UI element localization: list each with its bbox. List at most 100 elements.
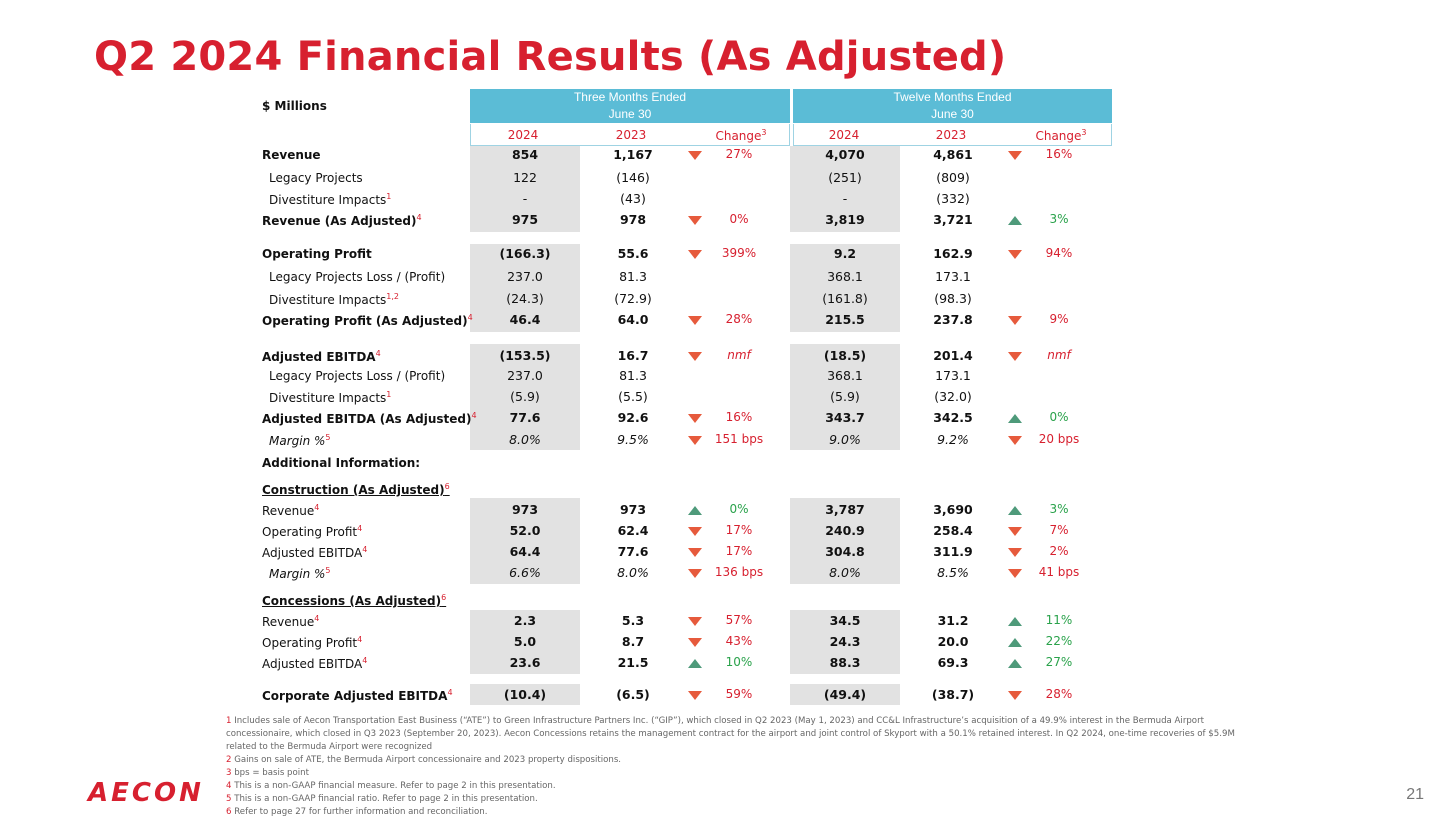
cell-t23: 162.9: [933, 246, 973, 261]
cell-q24: 854: [511, 147, 539, 162]
cell-t23: (332): [936, 191, 970, 206]
cell-q23: 21.5: [617, 655, 649, 670]
column-shade: [470, 498, 580, 584]
row-label: Operating Profit (As Adjusted)4: [262, 313, 473, 328]
cell-q24: (10.4): [503, 687, 547, 702]
row-label-text: Adjusted EBITDA: [262, 350, 376, 364]
row-label-sup: 4: [314, 503, 320, 512]
row-label-text: Operating Profit: [262, 247, 372, 261]
change-t: 2%: [1049, 544, 1069, 558]
column-shade: [790, 244, 900, 332]
cell-q24: -: [522, 191, 528, 206]
cell-q24: (166.3): [499, 246, 551, 261]
row-label-sup: 6: [441, 593, 447, 602]
change-q: 28%: [725, 312, 753, 326]
cell-q24: 77.6: [509, 410, 541, 425]
down-arrow-icon: [688, 617, 702, 626]
cell-q23: (43): [620, 191, 646, 206]
change-q: 399%: [721, 246, 757, 260]
up-arrow-icon: [1008, 506, 1022, 515]
change-q: 136 bps: [714, 565, 764, 579]
row-label-text: Operating Profit (As Adjusted): [262, 314, 468, 328]
cell-t23: 237.8: [933, 312, 973, 327]
row-label-sup: 1,2: [386, 292, 400, 301]
footnote-5-num: 5: [226, 794, 232, 804]
change-t: 28%: [1045, 687, 1073, 701]
row-label-text: Divestiture Impacts: [269, 193, 387, 207]
row-label: Legacy Projects Loss / (Profit): [269, 369, 445, 383]
up-arrow-icon: [1008, 638, 1022, 647]
change-t: 0%: [1049, 410, 1069, 424]
cell-t24: 24.3: [829, 634, 861, 649]
down-arrow-icon: [1008, 436, 1022, 445]
down-arrow-icon: [1008, 548, 1022, 557]
cell-q23: 978: [619, 212, 647, 227]
t-change-sup: 3: [1081, 128, 1087, 137]
change-t: 94%: [1045, 246, 1073, 260]
down-arrow-icon: [688, 569, 702, 578]
cell-q23: 9.5%: [617, 432, 649, 447]
row-label: Operating Profit4: [262, 524, 362, 539]
cell-t24: (5.9): [830, 389, 860, 404]
cell-q23: (146): [616, 170, 650, 185]
cell-t24: (18.5): [823, 348, 867, 363]
down-arrow-icon: [1008, 250, 1022, 259]
column-shade: [790, 344, 900, 450]
change-t: 11%: [1045, 613, 1073, 627]
cell-q23: 92.6: [617, 410, 649, 425]
row-label-text: Revenue: [262, 615, 315, 629]
cell-t24: (49.4): [823, 687, 867, 702]
aecon-logo: AECON: [88, 778, 204, 808]
cell-q24: 52.0: [509, 523, 541, 538]
change-q: 43%: [725, 634, 753, 648]
column-shade: [470, 684, 580, 705]
change-q: 17%: [725, 523, 753, 537]
column-shade: [790, 498, 900, 584]
row-label: Divestiture Impacts1: [269, 192, 391, 207]
change-q: nmf: [727, 348, 751, 362]
cell-q23: (5.5): [618, 389, 648, 404]
t-change-text: Change: [1035, 129, 1082, 143]
cell-t23: 342.5: [933, 410, 973, 425]
down-arrow-icon: [688, 316, 702, 325]
row-label: Revenue (As Adjusted)4: [262, 213, 422, 228]
row-label: Margin %5: [269, 433, 331, 448]
change-q: 17%: [725, 544, 753, 558]
cell-t23: 258.4: [933, 523, 973, 538]
row-label: Legacy Projects Loss / (Profit): [269, 270, 445, 284]
three-months-line1: Three Months Ended: [573, 90, 687, 104]
cell-t23: 8.5%: [937, 565, 969, 580]
change-q: 57%: [725, 613, 753, 627]
row-label-sup: 4: [357, 635, 363, 644]
row-label-text: Legacy Projects Loss / (Profit): [269, 270, 446, 284]
twelve-months-years-row: [793, 124, 1112, 146]
cell-q23: (72.9): [614, 291, 652, 306]
t-2023-header: 2023: [935, 128, 967, 142]
down-arrow-icon: [688, 527, 702, 536]
cell-t23: 173.1: [935, 368, 971, 383]
row-label-sup: 4: [314, 614, 320, 623]
q-change-text: Change: [715, 129, 762, 143]
footnote-1-text: Includes sale of Aecon Transportation Ea…: [226, 716, 1235, 752]
row-label-sup: 5: [325, 433, 331, 442]
change-t: 3%: [1049, 212, 1069, 226]
cell-q24: 5.0: [513, 634, 537, 649]
cell-t24: 215.5: [825, 312, 865, 327]
footnote-1-num: 1: [226, 716, 232, 726]
three-months-header: Three Months Ended June 30: [470, 89, 790, 123]
page-title: Q2 2024 Financial Results (As Adjusted): [94, 34, 1007, 80]
cell-t23: 4,861: [933, 147, 973, 162]
cell-q23: 62.4: [617, 523, 649, 538]
change-t: 3%: [1049, 502, 1069, 516]
cell-t23: (809): [936, 170, 970, 185]
row-label-text: Revenue (As Adjusted): [262, 214, 417, 228]
cell-q24: 8.0%: [509, 432, 541, 447]
down-arrow-icon: [1008, 151, 1022, 160]
page-number: 21: [1406, 786, 1424, 803]
cell-t24: 4,070: [825, 147, 865, 162]
down-arrow-icon: [688, 352, 702, 361]
cell-t23: 69.3: [937, 655, 969, 670]
cell-q23: 81.3: [619, 368, 647, 383]
row-label: Construction (As Adjusted)6: [262, 482, 450, 497]
row-label: Operating Profit4: [262, 635, 362, 650]
